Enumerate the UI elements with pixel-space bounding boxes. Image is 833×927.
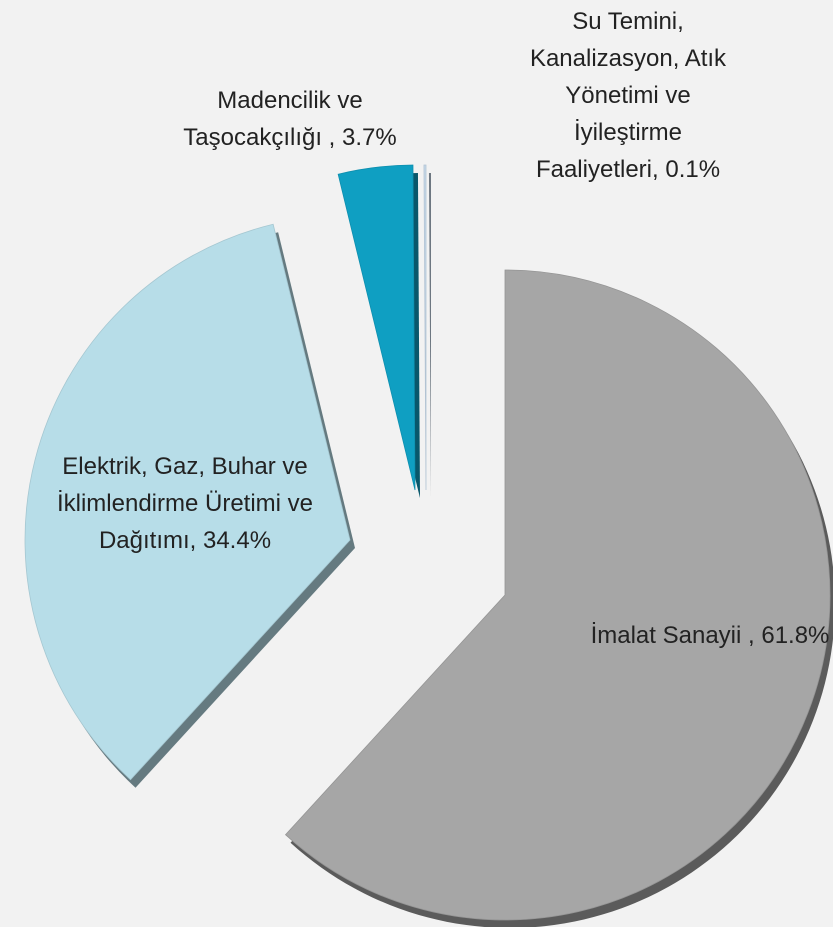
slice xyxy=(284,269,831,921)
slice xyxy=(423,164,427,491)
value-label: 0.1% xyxy=(665,156,721,183)
slice xyxy=(337,164,416,491)
slice-side xyxy=(428,173,431,498)
value-label: 3.7% xyxy=(342,124,397,151)
slice xyxy=(24,223,351,781)
slice-label: Madencilik ve Taşocakçılığı , 3.7% xyxy=(145,82,435,156)
category-label: İmalat Sanayii , xyxy=(590,622,755,649)
value-label: 61.8% xyxy=(761,622,830,649)
slice-label: İmalat Sanayii , 61.8% xyxy=(590,617,830,654)
value-label: 34.4% xyxy=(202,527,272,554)
category-label: Madencilik ve Taşocakçılığı , xyxy=(183,87,363,151)
slice-label: Elektrik, Gaz, Buhar ve İklimlendirme Ür… xyxy=(35,448,335,559)
category-label: Elektrik, Gaz, Buhar ve İklimlendirme Ür… xyxy=(56,453,314,554)
slice-label: Su Temini, Kanalizasyon, Atık Yönetimi v… xyxy=(513,3,743,188)
category-label: Su Temini, Kanalizasyon, Atık Yönetimi v… xyxy=(529,8,727,183)
